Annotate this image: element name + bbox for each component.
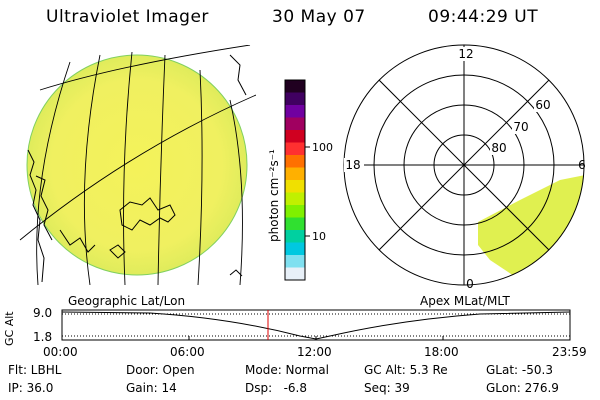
- colorbar-stripe: [285, 255, 305, 268]
- mlat-label-80: 80: [491, 141, 506, 155]
- polar-diagonal-2: [378, 79, 550, 251]
- status-glon: GLon: 276.9: [486, 381, 559, 395]
- colorbar-stripe: [285, 105, 305, 118]
- colorbar-stripes: [285, 80, 305, 281]
- status-glat: GLat: -50.3: [486, 363, 553, 377]
- colorbar-stripe: [285, 242, 305, 256]
- status-dsp: Dsp: -6.8: [245, 381, 308, 395]
- altitude-xtick-1800: 18:00: [424, 345, 459, 359]
- altitude-ylabel: GC Alt: [3, 311, 16, 346]
- mlt-label-6: 6: [578, 158, 586, 172]
- colorbar-stripe: [285, 180, 305, 193]
- status-gc-alt: GC Alt: 5.3 Re: [364, 363, 448, 377]
- colorbar: 100 10 photon cm⁻²s⁻¹: [267, 79, 333, 281]
- polar-plot: 12 18 6 0 60 70 80: [343, 44, 586, 291]
- colorbar-tick-label-10: 10: [312, 230, 326, 243]
- status-door: Door: Open: [126, 363, 195, 377]
- mlt-label-18: 18: [345, 158, 360, 172]
- instrument-title: Ultraviolet Imager: [46, 7, 209, 27]
- colorbar-stripe: [285, 267, 305, 281]
- altitude-ytick-9: 9.0: [33, 306, 53, 320]
- uv-image-disk: [26, 54, 248, 276]
- colorbar-stripe: [285, 192, 305, 206]
- colorbar-stripe: [285, 142, 305, 156]
- colorbar-stripe: [285, 117, 305, 131]
- colorbar-unit-label: photon cm⁻²s⁻¹: [267, 149, 281, 242]
- colorbar-stripe: [285, 130, 305, 143]
- geographic-map: [19, 45, 256, 285]
- altitude-xtick-0600: 06:00: [170, 345, 205, 359]
- status-filter: Flt: LBHL: [8, 363, 62, 377]
- mlt-label-12: 12: [458, 47, 473, 61]
- colorbar-stripe: [285, 80, 305, 93]
- colorbar-stripe: [285, 230, 305, 243]
- status-mode: Mode: Normal: [245, 363, 329, 377]
- status-gain: Gain: 14: [126, 381, 177, 395]
- time-label: 09:44:29 UT: [428, 7, 539, 27]
- date-label: 30 May 07: [272, 7, 366, 27]
- mlat-label-60: 60: [535, 98, 550, 112]
- graticule: [19, 45, 256, 285]
- apex-map-label: Apex MLat/MLT: [420, 294, 510, 308]
- altitude-xtick-1200: 12:00: [297, 345, 332, 359]
- mlat-label-70: 70: [513, 120, 528, 134]
- colorbar-stripe: [285, 205, 305, 218]
- status-ip: IP: 36.0: [8, 381, 54, 395]
- colorbar-stripe: [285, 92, 305, 106]
- altitude-ytick-1.8: 1.8: [33, 330, 53, 344]
- status-seq: Seq: 39: [364, 381, 410, 395]
- colorbar-frame: [284, 79, 306, 281]
- colorbar-stripe: [285, 167, 305, 181]
- mlt-label-0: 0: [466, 277, 474, 291]
- colorbar-tick-label-100: 100: [312, 141, 333, 154]
- colorbar-stripe: [285, 217, 305, 231]
- altitude-plot: [61, 309, 571, 341]
- geographic-map-label: Geographic Lat/Lon: [68, 294, 186, 308]
- colorbar-stripe: [285, 155, 305, 168]
- altitude-xtick-2359: 23:59: [552, 345, 587, 359]
- coastlines: [27, 54, 247, 283]
- altitude-xtick-0000: 00:00: [43, 345, 78, 359]
- altitude-curve: [61, 311, 571, 340]
- altitude-plot-frame: [61, 309, 571, 341]
